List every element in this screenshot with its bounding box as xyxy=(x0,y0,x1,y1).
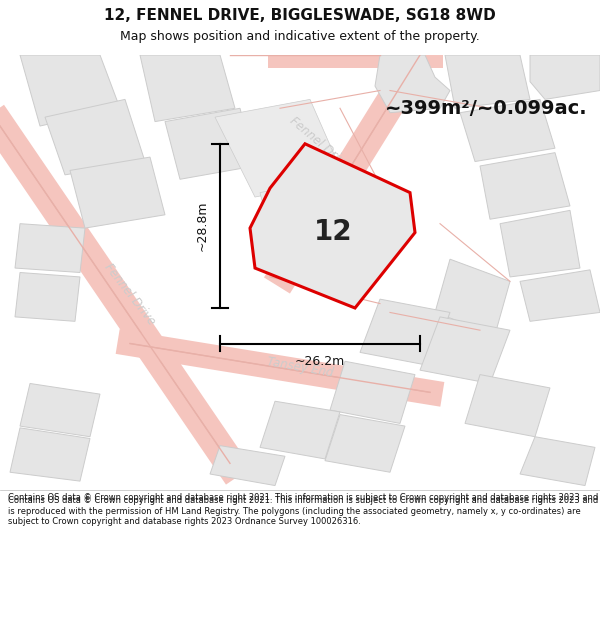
Text: 12, FENNEL DRIVE, BIGGLESWADE, SG18 8WD: 12, FENNEL DRIVE, BIGGLESWADE, SG18 8WD xyxy=(104,8,496,22)
Polygon shape xyxy=(250,144,415,308)
Polygon shape xyxy=(530,55,600,99)
Polygon shape xyxy=(465,374,550,437)
Text: Map shows position and indicative extent of the property.: Map shows position and indicative extent… xyxy=(120,30,480,43)
Polygon shape xyxy=(140,55,235,122)
Polygon shape xyxy=(375,55,450,112)
Polygon shape xyxy=(165,108,255,179)
Polygon shape xyxy=(420,317,510,384)
Polygon shape xyxy=(520,270,600,321)
Polygon shape xyxy=(10,428,90,481)
Polygon shape xyxy=(15,224,85,272)
Text: ~26.2m: ~26.2m xyxy=(295,355,345,367)
Text: Tansey End: Tansey End xyxy=(266,355,334,380)
Text: Fennel Drive: Fennel Drive xyxy=(102,261,158,328)
Polygon shape xyxy=(460,99,555,161)
Polygon shape xyxy=(260,401,340,459)
Polygon shape xyxy=(325,414,405,472)
Polygon shape xyxy=(260,175,370,272)
Polygon shape xyxy=(70,157,165,228)
Text: Contains OS data © Crown copyright and database right 2021. This information is : Contains OS data © Crown copyright and d… xyxy=(8,496,598,526)
Text: ~28.8m: ~28.8m xyxy=(196,201,209,251)
Polygon shape xyxy=(480,152,570,219)
Polygon shape xyxy=(45,99,145,175)
Polygon shape xyxy=(215,99,345,197)
Polygon shape xyxy=(360,299,450,366)
Polygon shape xyxy=(15,272,80,321)
Text: Contains OS data © Crown copyright and database right 2021. This information is : Contains OS data © Crown copyright and d… xyxy=(8,493,600,502)
Polygon shape xyxy=(500,211,580,277)
Polygon shape xyxy=(20,55,120,126)
Polygon shape xyxy=(445,55,530,108)
Polygon shape xyxy=(20,384,100,437)
Text: 12: 12 xyxy=(314,218,352,246)
Polygon shape xyxy=(210,446,285,486)
Polygon shape xyxy=(435,259,510,334)
Text: ~399m²/~0.099ac.: ~399m²/~0.099ac. xyxy=(385,99,587,118)
Text: Fennel Drive: Fennel Drive xyxy=(287,115,353,172)
Polygon shape xyxy=(520,437,595,486)
Polygon shape xyxy=(330,361,415,423)
